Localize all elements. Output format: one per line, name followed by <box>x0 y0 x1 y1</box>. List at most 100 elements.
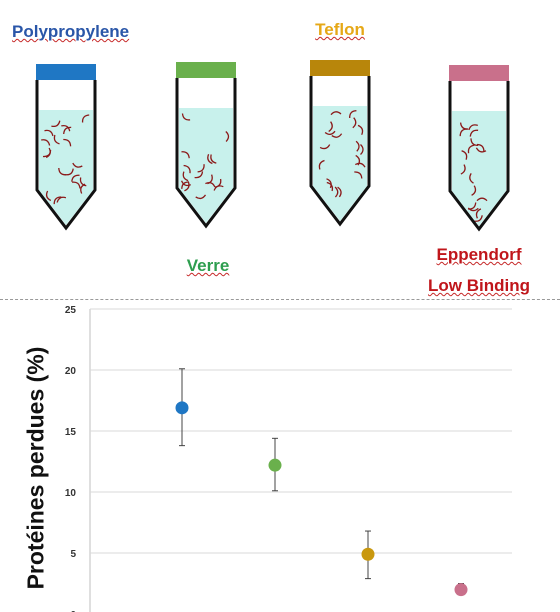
data-point-2 <box>268 437 282 492</box>
protein-squiggle <box>207 174 213 185</box>
y-tick-label: 15 <box>65 427 77 438</box>
tube-cap <box>36 64 96 80</box>
protein-squiggle <box>181 181 190 189</box>
protein-squiggle <box>467 207 479 212</box>
protein-squiggle <box>459 128 468 137</box>
protein-squiggle <box>475 147 487 153</box>
label-verre: Verre <box>186 256 230 275</box>
protein-squiggle <box>460 164 466 175</box>
protein-squiggle <box>45 190 52 202</box>
tubes-illustration <box>35 60 510 232</box>
tube-3 <box>309 60 371 227</box>
protein-squiggle <box>63 126 72 135</box>
protein-squiggle <box>61 124 71 132</box>
protein-squiggle <box>53 134 60 145</box>
protein-squiggle <box>476 143 485 152</box>
y-tick-label: 25 <box>65 305 77 316</box>
protein-squiggle <box>197 164 205 173</box>
protein-squiggle <box>51 120 61 127</box>
protein-squiggle <box>354 171 363 179</box>
label-polypropylene: Polypropylene <box>12 22 130 41</box>
protein-squiggle <box>467 144 475 154</box>
protein-squiggle <box>470 138 479 147</box>
protein-squiggle <box>195 194 207 200</box>
protein-squiggle <box>319 144 331 150</box>
protein-squiggle <box>210 154 217 164</box>
protein-squiggle <box>352 117 357 129</box>
tube-liquid <box>452 111 506 226</box>
protein-squiggle <box>330 111 342 116</box>
protein-squiggle <box>41 139 51 146</box>
protein-squiggle <box>44 129 54 137</box>
protein-squiggle <box>360 144 364 155</box>
protein-squiggle <box>334 186 339 198</box>
protein-squiggle <box>214 178 222 188</box>
y-tick-label: 5 <box>70 549 76 560</box>
protein-squiggle <box>349 110 357 119</box>
protein-squiggle <box>205 181 216 188</box>
tube-cap <box>449 65 509 81</box>
protein-squiggle <box>71 174 80 182</box>
protein-squiggle <box>207 153 213 165</box>
protein-squiggle <box>475 208 482 219</box>
protein-squiggle <box>357 124 364 135</box>
tube-cap <box>176 62 236 78</box>
protein-squiggle <box>469 129 479 137</box>
y-tick-label: 10 <box>65 488 77 499</box>
protein-squiggle <box>354 162 366 168</box>
tube-liquid <box>313 106 367 221</box>
y-tick-label: 0 <box>70 610 76 612</box>
data-marker <box>175 401 189 415</box>
tube-outline <box>175 78 237 229</box>
tube-outline <box>448 81 510 232</box>
tube-liquid <box>179 108 233 223</box>
protein-squiggle <box>461 150 468 160</box>
label-teflon: Teflon <box>315 20 365 39</box>
data-point-3 <box>361 530 375 580</box>
data-marker <box>361 547 375 561</box>
protein-squiggle <box>79 177 87 187</box>
protein-squiggle <box>469 173 474 184</box>
protein-squiggle <box>194 171 204 179</box>
tube-outline <box>309 76 371 227</box>
protein-squiggle <box>182 171 189 182</box>
protein-squiggle <box>328 121 333 133</box>
protein-squiggle <box>53 196 62 205</box>
data-point-4 <box>454 583 468 597</box>
protein-squiggle <box>183 164 191 174</box>
data-marker <box>454 583 468 597</box>
protein-squiggle <box>72 181 81 189</box>
y-tick-label: 20 <box>65 366 77 377</box>
section-divider <box>0 299 560 300</box>
protein-squiggle <box>56 196 67 203</box>
protein-squiggle <box>355 140 360 152</box>
protein-squiggle <box>72 162 83 168</box>
protein-squiggle <box>468 124 479 131</box>
protein-squiggle <box>181 151 190 159</box>
protein-squiggle <box>471 185 477 196</box>
tube-2 <box>175 62 237 229</box>
tube-outline <box>35 80 97 231</box>
protein-squiggle <box>326 178 332 189</box>
protein-squiggle <box>225 131 230 142</box>
protein-squiggle <box>80 183 86 194</box>
protein-squiggle <box>324 130 336 135</box>
protein-squiggle <box>476 197 488 202</box>
protein-squiggle <box>318 159 325 170</box>
label-low-binding: Low Binding <box>428 276 530 295</box>
protein-squiggle <box>81 114 90 123</box>
tube-cap <box>310 60 370 76</box>
protein-squiggle <box>181 113 191 121</box>
label-eppendorf: Eppendorf <box>436 245 522 264</box>
protein-squiggle <box>58 167 67 176</box>
tube-4 <box>448 65 510 232</box>
data-marker <box>268 458 282 472</box>
protein-squiggle <box>180 180 192 187</box>
protein-squiggle <box>337 186 342 198</box>
protein-squiggle <box>63 138 72 147</box>
tube-liquid <box>39 110 93 225</box>
protein-squiggle <box>65 168 74 176</box>
protein-squiggle <box>473 215 483 222</box>
tube-1 <box>35 64 97 231</box>
